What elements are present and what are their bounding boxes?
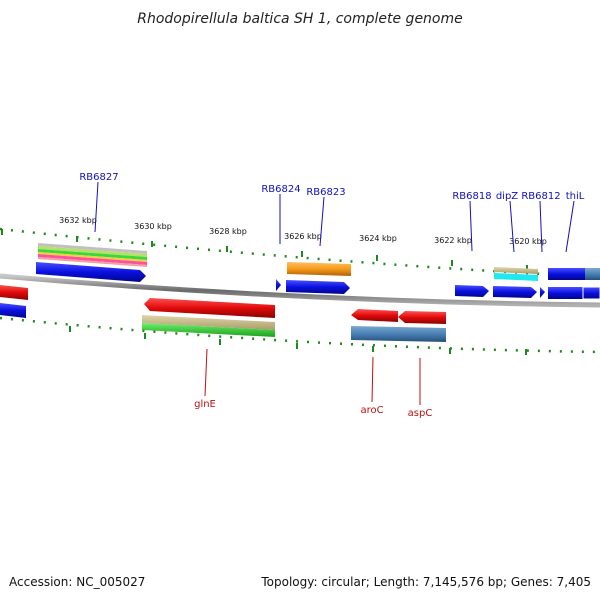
gene-label-rb6818[interactable]: RB6818	[452, 191, 491, 202]
cds-glne[interactable]	[144, 298, 275, 318]
major-ticks-top	[1, 229, 528, 271]
feature-aroc-steel	[351, 326, 446, 342]
top-leader-lines	[94, 181, 575, 253]
cds-forward-right-steel	[582, 286, 600, 300]
map-title: Rhodopirellula baltica SH 1, complete ge…	[137, 11, 463, 27]
cds-rb6827[interactable]	[36, 262, 146, 282]
gene-label-rb6812[interactable]: RB6812	[521, 191, 560, 202]
topology-summary: Topology: circular; Length: 7,145,576 bp…	[260, 575, 591, 589]
gene-label-rb6827[interactable]: RB6827	[79, 172, 118, 183]
cds-rb6824[interactable]	[286, 280, 350, 294]
bottom-leader-lines	[204, 348, 421, 405]
feature-glne-green	[142, 323, 275, 337]
tick-label: 3624 kbp	[359, 234, 397, 243]
gene-label-dipz[interactable]: dipZ	[496, 191, 518, 202]
inner-tick-ring	[0, 316, 600, 354]
gene-label-rb6824[interactable]: RB6824	[261, 184, 300, 195]
cds-small-arrow[interactable]	[276, 279, 281, 291]
cds-dipz[interactable]	[493, 286, 537, 298]
cds-orange-rb6823[interactable]	[287, 262, 351, 276]
gene-label-aspc[interactable]: aspC	[408, 408, 433, 419]
feature-strip-stack-dipz	[494, 267, 538, 281]
major-ticks-bottom	[69, 326, 527, 355]
gene-label-glne[interactable]: glnE	[194, 399, 216, 410]
genome-backbone	[0, 273, 600, 308]
cds-left-red[interactable]	[0, 285, 28, 300]
feature-glne-tan	[142, 315, 275, 330]
cds-rb6818[interactable]	[455, 285, 489, 297]
tick-label: 3626 kbp	[284, 232, 322, 241]
cds-rb6812[interactable]	[540, 287, 545, 298]
cds-left-blue[interactable]	[0, 303, 26, 318]
tick-label: 3628 kbp	[209, 227, 247, 236]
feature-strip-stack	[38, 243, 147, 267]
accession-text: Accession: NC_005027	[9, 575, 145, 589]
gene-label-aroc[interactable]: aroC	[360, 405, 383, 416]
reverse-cds-track	[0, 285, 446, 342]
gene-label-thil[interactable]: thiL	[566, 191, 585, 202]
cds-aspc[interactable]	[398, 311, 446, 324]
gene-label-rb6823[interactable]: RB6823	[306, 187, 345, 198]
cds-thil-steel	[585, 268, 600, 280]
tick-label: 3630 kbp	[134, 222, 172, 231]
forward-cds-track	[36, 262, 600, 300]
tick-label: 3632 kbp	[59, 216, 97, 225]
tick-label: 3622 kbp	[434, 236, 472, 245]
tick-label: 3620 kbp	[509, 237, 547, 246]
cds-aroc[interactable]	[351, 309, 398, 322]
